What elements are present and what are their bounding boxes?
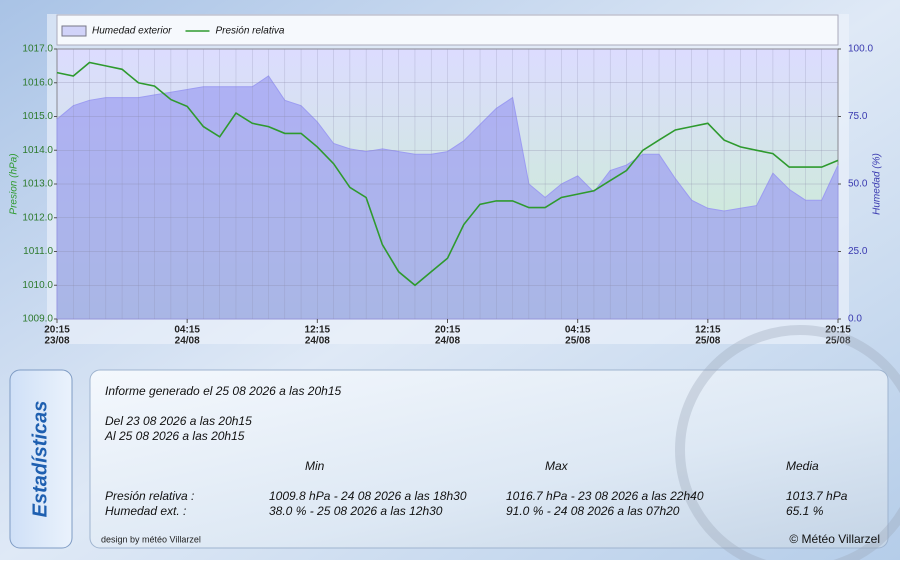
barometer-decor [675,325,900,565]
x-tick-label: 04:15 [565,325,591,336]
y2-tick-label: 0.0 [848,314,862,325]
y-tick-label: 1010.0 [22,280,53,291]
y-tick-label: 1015.0 [22,111,53,122]
x-tick-label: 25/08 [695,336,720,347]
x-tick-label: 12:15 [305,325,331,336]
header-mean: Media [786,459,819,473]
legend-swatch [61,25,87,37]
x-tick-label: 25/08 [825,336,850,347]
legend-label: Presión relativa [215,26,284,37]
y-tick-label: 1012.0 [22,212,53,223]
design-credit: design by météo Villarzel [101,534,201,544]
period-from: Del 23 08 2026 a las 20h15 [105,414,252,428]
x-tick-label: 25/08 [565,336,590,347]
y-axis-title: Presion (hPa) [9,153,20,214]
y-tick-label: 1011.0 [23,246,53,257]
row-label: Humedad ext. : [105,504,186,518]
x-tick-label: 12:15 [695,325,721,336]
report-generated: Informe generado el 25 08 2026 a las 20h… [105,384,342,398]
y2-tick-label: 50.0 [848,179,868,190]
stats-tab-title: Estadísticas [29,401,51,518]
y-tick-label: 1009.0 [22,314,53,325]
header-min: Min [305,459,325,473]
y2-tick-label: 25.0 [848,246,868,257]
row-min: 38.0 % - 25 08 2026 a las 12h30 [269,504,443,518]
y-tick-label: 1014.0 [22,145,53,156]
pressure-line [56,61,839,287]
stats-tab [9,369,73,549]
y2-axis-title: Humedad (%) [872,153,883,215]
row-max: 1016.7 hPa - 23 08 2026 a las 22h40 [506,489,704,503]
humidity-area [56,75,839,320]
row-mean: 65.1 % [786,504,824,518]
legend-box [56,14,839,46]
row-max: 91.0 % - 24 08 2026 a las 07h20 [506,504,680,518]
x-tick-label: 20:15 [44,325,70,336]
y-tick-label: 1017.0 [22,44,53,55]
x-tick-label: 24/08 [175,336,200,347]
x-tick-label: 24/08 [305,336,330,347]
y-tick-label: 1016.0 [22,77,53,88]
chart: 1009.0 1010.0 1011.0 1012.0 1013.0 1014.0 1015… [22,25,873,347]
period-to: Al 25 08 2026 a las 20h15 [104,429,245,443]
header-max: Max [545,459,569,473]
y2-tick-label: 100.0 [848,44,873,55]
y-tick-label: 1013.0 [22,179,53,190]
x-tick-label: 20:15 [825,325,851,336]
y2-tick-label: 75.0 [848,111,868,122]
row-min: 1009.8 hPa - 24 08 2026 a las 18h30 [269,489,467,503]
row-mean: 1013.7 hPa [786,489,848,503]
x-tick-label: 04:15 [174,325,200,336]
stats-panel [89,369,889,549]
x-tick-label: 23/08 [44,336,69,347]
copyright: © Météo Villarzel [789,532,880,546]
row-label: Presión relativa : [105,489,194,503]
legend-label: Humedad exterior [92,26,172,37]
x-tick-label: 20:15 [435,325,461,336]
x-tick-label: 24/08 [435,336,460,347]
